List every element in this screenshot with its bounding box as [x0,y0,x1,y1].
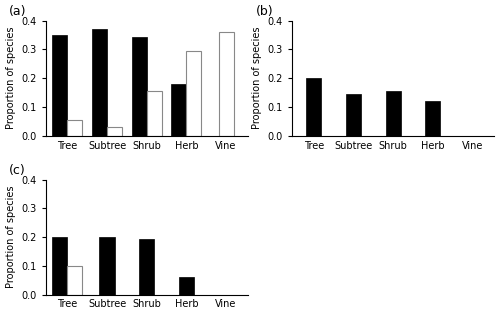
Bar [179,277,194,295]
Bar [107,127,122,136]
Bar [68,266,82,295]
Y-axis label: Proportion of species: Proportion of species [252,27,262,129]
Bar [426,101,440,136]
Y-axis label: Proportion of species: Proportion of species [6,186,16,288]
Bar [68,120,82,136]
Bar [139,238,154,295]
Bar [218,32,234,136]
Bar [132,37,146,136]
Text: (a): (a) [9,5,26,19]
Bar [146,91,162,136]
Bar [306,78,322,136]
Bar [172,84,186,136]
Text: (c): (c) [9,164,26,177]
Text: (b): (b) [256,5,273,19]
Bar [52,237,68,295]
Bar [100,237,114,295]
Bar [52,35,68,136]
Bar [346,94,361,136]
Y-axis label: Proportion of species: Proportion of species [6,27,16,129]
Bar [386,91,401,136]
Bar [186,51,202,136]
Bar [92,29,107,136]
